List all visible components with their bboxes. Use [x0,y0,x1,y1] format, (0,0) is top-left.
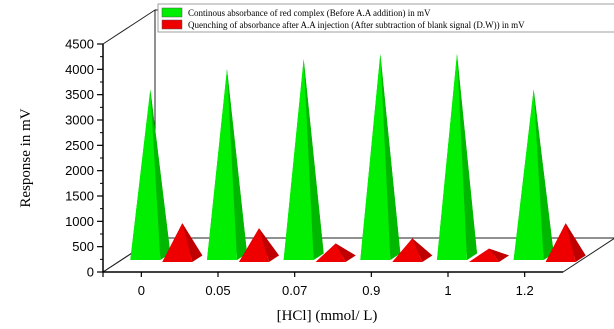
category-group [130,89,203,262]
legend-label: Quenching of absorbance after A.A inject… [188,20,525,30]
pyramid-front-face [130,89,161,260]
pyramid-right-face [227,69,247,260]
x-tick-label: 1.2 [516,283,534,298]
bar-red-0 [162,223,203,262]
pyramid-front-face [513,89,544,260]
legend-box [157,3,614,33]
pyramid-right-face [182,223,203,262]
y-tick-label: 1000 [65,214,94,229]
pyramid-front-face [437,54,467,261]
pyramid-right-face [303,59,324,260]
x-axis-title: [HCl] (mmol/ L) [277,308,378,324]
bar-green-0.05 [207,69,247,260]
pyramid-front-face [315,243,346,262]
bar-green-0.07 [283,59,324,260]
legend-label: Continous absorbance of red complex (Bef… [188,8,431,18]
legend-swatch [161,7,183,18]
pyramid-front-face [239,228,269,262]
pyramid-front-face [207,69,237,260]
bar-green-1.2 [513,89,554,260]
category-group [513,89,586,262]
y-tick-label: 2000 [65,163,94,178]
y-tick-label: 3000 [65,113,94,128]
y-tick-label: 0 [87,265,94,280]
y-tick-label: 4000 [65,62,94,77]
bar-red-0.05 [239,228,279,262]
y-tick-label: 2500 [65,138,94,153]
pyramid-right-face [489,248,509,262]
legend-swatch [161,19,183,30]
x-tick-label: 0.9 [362,283,380,298]
pyramid-right-face [335,243,356,262]
bar-green-1 [437,54,477,261]
y-tick-label: 3500 [65,87,94,102]
y-tick-label: 1500 [65,189,94,204]
pyramid-right-face [380,54,401,261]
category-group [437,54,509,262]
x-tick-label: 0 [138,283,145,298]
pyramid-front-face [545,223,576,262]
y-tick-label: 4500 [65,37,94,52]
x-tick-label: 1 [444,283,451,298]
category-group [360,54,433,262]
bar-red-0.07 [315,243,356,262]
pyramid-front-face [360,54,391,261]
plot-area [130,54,586,262]
pyramid-right-face [565,223,586,262]
x-tick-label: 0.07 [282,283,307,298]
bar-red-1.2 [545,223,586,262]
pyramid-right-face [259,228,279,262]
bar-green-0 [130,89,171,260]
bar-red-1 [469,248,509,262]
pyramid-right-face [150,89,171,260]
pyramid-right-face [533,89,554,260]
bar-green-0.9 [360,54,401,261]
x-axis: 0 0.05 0.07 0.9 1 1.2 [102,272,534,298]
category-group [207,69,279,262]
y-tick-label: 500 [72,239,94,254]
bar-red-0.9 [392,238,433,262]
pyramid-front-face [283,59,314,260]
pyramid-front-face [162,223,193,262]
y-axis: 0 500 1000 1500 2000 2500 3000 3500 4000 4500 [65,37,103,280]
y-axis-title: Response in mV [18,108,34,207]
pyramid-front-face [469,248,499,262]
pyramid-right-face [457,54,477,261]
x-tick-label: 0.05 [205,283,230,298]
pyramid-front-face [392,238,423,262]
pyramid-right-face [412,238,433,262]
legend: Continous absorbance of red complex (Bef… [157,3,614,33]
category-group [283,59,356,262]
